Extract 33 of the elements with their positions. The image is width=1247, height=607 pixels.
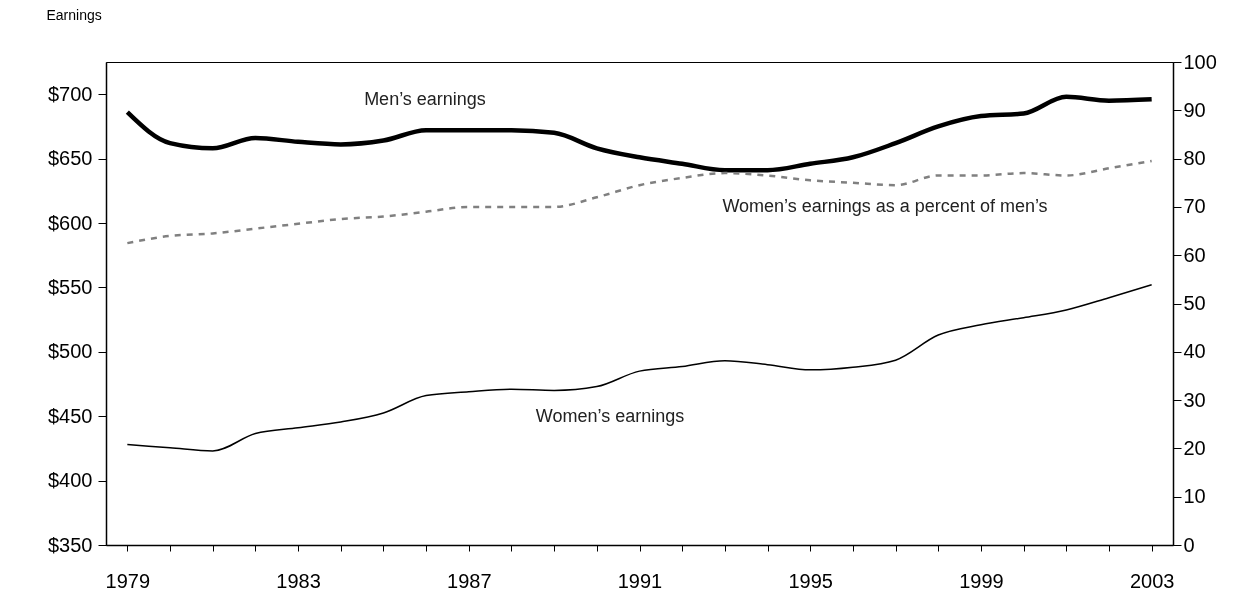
- line-series: [126, 159, 1153, 245]
- y2-tick-label: 10: [1183, 485, 1206, 508]
- y-tick-label: $400: [48, 469, 93, 492]
- y2-tick-label: 0: [1183, 533, 1195, 556]
- x-tick-label: 1987: [447, 569, 492, 592]
- y2-tick-label: 100: [1183, 50, 1217, 73]
- x-tick-label: 1995: [788, 569, 833, 592]
- line-series: [125, 94, 1154, 173]
- x-tick-label: 1983: [276, 569, 321, 592]
- y-tick-label: $550: [48, 275, 93, 298]
- x-tick-label: 1999: [959, 569, 1004, 592]
- y-tick-label: $500: [48, 340, 93, 363]
- x-tick-label: 1991: [617, 569, 663, 592]
- y2-tick-label: 40: [1183, 340, 1206, 363]
- y-tick-label: $700: [48, 82, 93, 105]
- series-label: Women’s earnings as a percent of men’s: [722, 196, 1048, 216]
- series-label: Men’s earnings: [364, 89, 486, 109]
- x-tick-label: 2003: [1129, 569, 1175, 592]
- y2-tick-label: 70: [1183, 195, 1206, 218]
- y-tick-label: $650: [48, 147, 93, 170]
- y2-tick-label: 60: [1183, 243, 1206, 266]
- x-tick-label: 1979: [105, 569, 151, 592]
- y-axis-title: Earnings: [46, 6, 102, 23]
- y-tick-label: $600: [48, 211, 93, 234]
- series-label: Women’s earnings: [535, 406, 685, 426]
- y-tick-label: $350: [48, 533, 93, 556]
- y2-tick-label: 80: [1183, 147, 1206, 170]
- y2-tick-label: 50: [1183, 292, 1206, 314]
- line-series: [126, 284, 1153, 452]
- y-tick-label: $450: [48, 404, 93, 427]
- y2-tick-label: 90: [1183, 98, 1206, 121]
- y2-tick-label: 20: [1183, 436, 1206, 459]
- y2-tick-label: 30: [1183, 388, 1206, 411]
